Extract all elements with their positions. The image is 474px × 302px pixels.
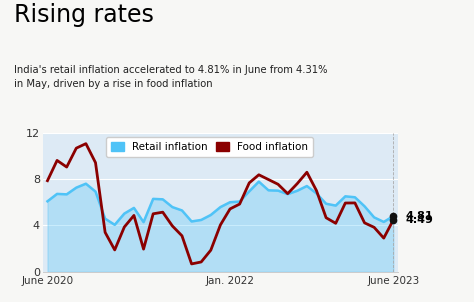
Text: 4.81: 4.81: [405, 211, 433, 221]
Text: Rising rates: Rising rates: [14, 3, 154, 27]
Text: India's retail inflation accelerated to 4.81% in June from 4.31%
in May, driven : India's retail inflation accelerated to …: [14, 65, 328, 89]
Legend: Retail inflation, Food inflation: Retail inflation, Food inflation: [106, 137, 313, 157]
Text: 4.49: 4.49: [405, 215, 433, 225]
